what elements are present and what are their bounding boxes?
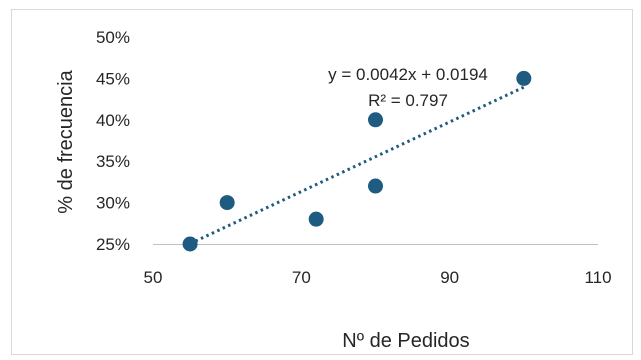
y-tick-label: 50% — [96, 28, 130, 47]
y-tick-label: 40% — [96, 111, 130, 130]
data-point — [219, 195, 235, 211]
x-tick-label: 90 — [440, 268, 459, 287]
x-tick-label: 70 — [292, 268, 311, 287]
x-axis-ticks: 50 70 90 110 — [144, 268, 612, 287]
trendline-equation: y = 0.0042x + 0.0194 — [328, 65, 488, 84]
data-points — [182, 70, 532, 252]
y-axis-label: % de frecuencia — [55, 69, 77, 213]
x-axis-label: Nº de Pedidos — [342, 330, 469, 352]
data-point — [368, 178, 383, 194]
x-tick-label: 110 — [584, 268, 611, 287]
data-point — [516, 70, 532, 86]
y-tick-label: 30% — [96, 194, 130, 213]
y-tick-label: 35% — [96, 152, 130, 171]
data-point — [368, 112, 383, 128]
data-point — [308, 211, 324, 227]
y-axis-ticks: 25% 30% 35% 40% 45% 50% — [96, 28, 130, 254]
trendline-r-squared: R² = 0.797 — [368, 91, 448, 110]
data-point — [182, 236, 198, 252]
y-tick-label: 45% — [96, 69, 130, 88]
x-tick-label: 50 — [144, 268, 163, 287]
trendline — [189, 85, 525, 246]
y-tick-label: 25% — [96, 235, 130, 254]
